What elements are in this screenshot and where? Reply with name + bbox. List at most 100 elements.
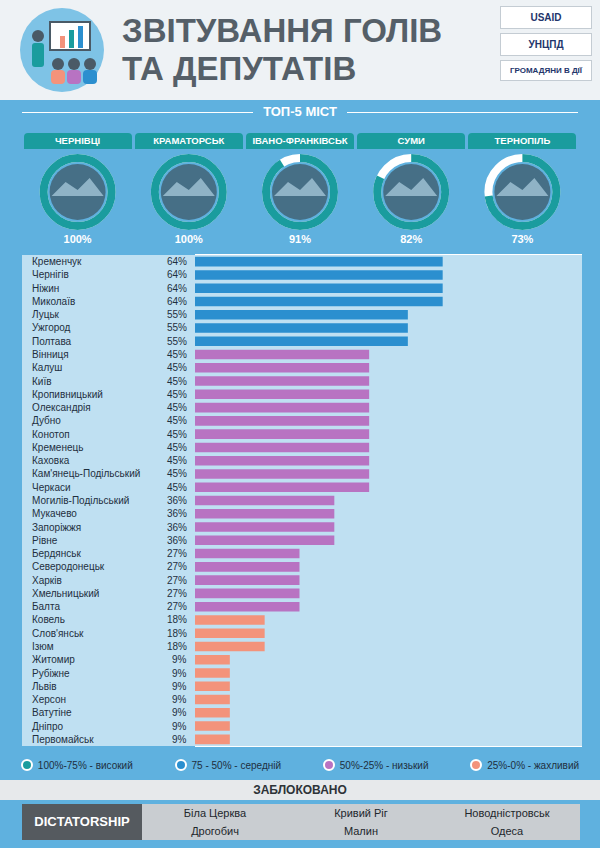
svg-text:18%: 18% [167, 628, 187, 639]
svg-text:64%: 64% [167, 256, 187, 267]
html-text:100%: 100% [63, 233, 92, 245]
html-text:Кривий Ріг: Кривий Ріг [334, 807, 388, 819]
svg-text:Ужгород: Ужгород [32, 322, 71, 333]
svg-text:27%: 27% [167, 588, 187, 599]
svg-text:36%: 36% [167, 522, 187, 533]
svg-text:45%: 45% [167, 482, 187, 493]
svg-text:45%: 45% [167, 376, 187, 387]
svg-text:Конотоп: Конотоп [32, 429, 70, 440]
svg-text:9%: 9% [172, 734, 187, 745]
svg-text:Ізюм: Ізюм [32, 641, 54, 652]
svg-text:Балта: Балта [32, 601, 60, 612]
svg-text:Рубіжне: Рубіжне [32, 668, 70, 679]
svg-text:64%: 64% [167, 269, 187, 280]
svg-text:9%: 9% [172, 681, 187, 692]
svg-text:Кременець: Кременець [32, 442, 83, 453]
svg-text:Луцьк: Луцьк [32, 309, 60, 320]
svg-text:9%: 9% [172, 654, 187, 665]
html-text:ТОП-5 МІСТ: ТОП-5 МІСТ [263, 104, 337, 119]
html-text:Малин: Малин [344, 825, 378, 837]
svg-text:45%: 45% [167, 402, 187, 413]
svg-text:45%: 45% [167, 415, 187, 426]
svg-text:Миколаїв: Миколаїв [32, 296, 75, 307]
svg-text:Дубно: Дубно [32, 415, 61, 426]
svg-text:55%: 55% [167, 309, 187, 320]
svg-text:Вінниця: Вінниця [32, 349, 69, 360]
svg-text:Київ: Київ [32, 376, 52, 387]
html-text:СУМИ: СУМИ [397, 135, 425, 146]
svg-text:27%: 27% [167, 561, 187, 572]
svg-text:18%: 18% [167, 641, 187, 652]
svg-text:45%: 45% [167, 349, 187, 360]
svg-text:Кременчук: Кременчук [32, 256, 82, 267]
svg-text:Львів: Львів [32, 681, 57, 692]
svg-text:Северодонецьк: Северодонецьк [32, 561, 105, 572]
svg-text:27%: 27% [167, 601, 187, 612]
svg-text:45%: 45% [167, 442, 187, 453]
html-text:ІВАНО-ФРАНКІВСЬК: ІВАНО-ФРАНКІВСЬК [252, 135, 348, 146]
svg-text:Могилів-Подільський: Могилів-Подільський [32, 495, 129, 506]
svg-text:Каховка: Каховка [32, 455, 70, 466]
html-text:Дрогобич: Дрогобич [191, 825, 239, 837]
html-text:100%: 100% [174, 233, 203, 245]
svg-text:Ватутіне: Ватутіне [32, 707, 72, 718]
svg-text:64%: 64% [167, 296, 187, 307]
html-text:91%: 91% [289, 233, 311, 245]
svg-text:Кропивницький: Кропивницький [32, 389, 103, 400]
svg-text:Запоріжжя: Запоріжжя [32, 522, 81, 533]
html-text:50%-25% - низький: 50%-25% - низький [339, 759, 429, 771]
svg-text:45%: 45% [167, 455, 187, 466]
html-text:Біла Церква: Біла Церква [183, 807, 247, 819]
html-text:КРАМАТОРСЬК: КРАМАТОРСЬК [153, 135, 225, 146]
svg-text:55%: 55% [167, 322, 187, 333]
svg-text:Херсон: Херсон [32, 694, 66, 705]
html-text:75 - 50% - середній: 75 - 50% - середній [191, 759, 282, 771]
svg-text:9%: 9% [172, 694, 187, 705]
svg-text:Первомайськ: Первомайськ [32, 734, 94, 745]
svg-text:Слов'янськ: Слов'янськ [32, 628, 84, 639]
svg-text:9%: 9% [172, 707, 187, 718]
svg-text:55%: 55% [167, 336, 187, 347]
svg-text:45%: 45% [167, 362, 187, 373]
html-text:82%: 82% [400, 233, 423, 245]
html-text:УНЦПД: УНЦПД [528, 39, 564, 50]
html-text:Новодністровськ: Новодністровськ [464, 807, 550, 819]
svg-text:Рівне: Рівне [32, 535, 58, 546]
html-text:USAID: USAID [530, 12, 562, 23]
svg-text:36%: 36% [167, 495, 187, 506]
html-text:ЗВІТУВАННЯ ГОЛІВ: ЗВІТУВАННЯ ГОЛІВ [122, 12, 443, 49]
html-text:Одеса: Одеса [490, 825, 524, 837]
svg-text:36%: 36% [167, 535, 187, 546]
html-text:ЧЕРНІВЦІ: ЧЕРНІВЦІ [54, 135, 101, 146]
svg-text:Дніпро: Дніпро [32, 721, 63, 732]
svg-text:Житомир: Житомир [32, 654, 75, 665]
svg-text:9%: 9% [172, 668, 187, 679]
svg-text:45%: 45% [167, 389, 187, 400]
svg-text:Хмельницький: Хмельницький [32, 588, 99, 599]
svg-text:64%: 64% [167, 283, 187, 294]
svg-text:9%: 9% [172, 721, 187, 732]
svg-text:Черкаси: Черкаси [32, 482, 71, 493]
html-text:ТА ДЕПУТАТІВ: ТА ДЕПУТАТІВ [122, 50, 357, 87]
html-text:25%-0% - жахливий: 25%-0% - жахливий [487, 759, 580, 771]
svg-text:Кам'янець-Подільський: Кам'янець-Подільський [32, 468, 140, 479]
html-text:100%-75% - високий: 100%-75% - високий [37, 759, 133, 771]
svg-text:Мукачево: Мукачево [32, 508, 77, 519]
svg-text:Ніжин: Ніжин [32, 283, 59, 294]
svg-text:Ковель: Ковель [32, 614, 65, 625]
svg-text:Чернігів: Чернігів [32, 269, 69, 280]
svg-text:Харків: Харків [32, 575, 62, 586]
svg-text:18%: 18% [167, 614, 187, 625]
html-text:ЗАБЛОКОВАНО: ЗАБЛОКОВАНО [253, 783, 347, 797]
svg-text:Калуш: Калуш [32, 362, 62, 373]
svg-text:Бердянськ: Бердянськ [32, 548, 81, 559]
html-text:73%: 73% [511, 233, 534, 245]
svg-text:45%: 45% [167, 429, 187, 440]
svg-text:27%: 27% [167, 548, 187, 559]
svg-text:36%: 36% [167, 508, 187, 519]
svg-text:27%: 27% [167, 575, 187, 586]
html-text:DICTATORSHIP: DICTATORSHIP [34, 814, 130, 829]
svg-text:Олександрія: Олександрія [32, 402, 91, 413]
svg-text:Полтава: Полтава [32, 336, 72, 347]
svg-text:45%: 45% [167, 468, 187, 479]
